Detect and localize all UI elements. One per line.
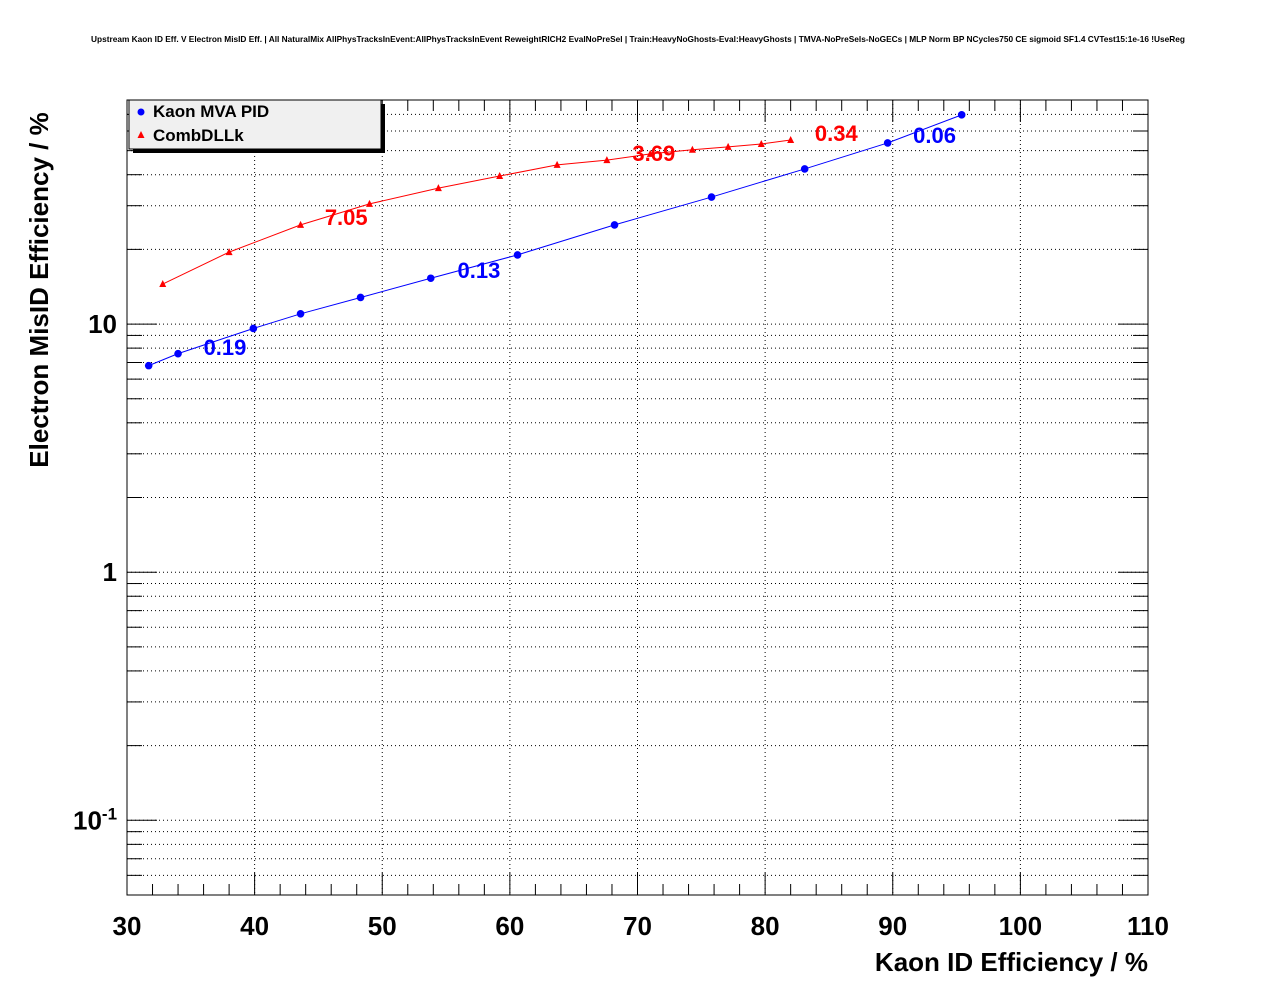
x-axis-title: Kaon ID Efficiency / % — [875, 947, 1148, 977]
cut-value-label: 3.69 — [632, 141, 675, 166]
data-point — [800, 165, 809, 173]
legend-label-kaon-mva-pid: Kaon MVA PID — [153, 102, 269, 121]
data-point — [434, 184, 442, 192]
series-layer: 0.19 0.13 0.06 7.05 3.69 0.34 — [144, 111, 966, 370]
data-point — [707, 193, 716, 201]
grid — [127, 99, 1148, 896]
x-tick-label: 110 — [1127, 911, 1169, 941]
cut-value-label: 7.05 — [325, 205, 368, 230]
x-tick-label: 100 — [999, 911, 1042, 941]
data-point — [159, 280, 167, 288]
data-point — [603, 156, 611, 164]
data-point — [496, 172, 504, 180]
series-line-0 — [148, 114, 962, 367]
x-tick-label: 50 — [368, 911, 397, 941]
data-point — [297, 220, 305, 228]
data-point — [787, 135, 795, 143]
data-point — [426, 274, 435, 283]
data-point — [356, 293, 365, 302]
data-point — [724, 142, 732, 150]
data-point — [957, 111, 966, 119]
x-tick-label: 80 — [751, 911, 780, 941]
data-point — [646, 149, 654, 157]
y-axis-title: Electron MisID Efficiency / % — [24, 112, 54, 467]
data-point — [883, 139, 892, 147]
data-point — [757, 139, 765, 147]
x-tick-label: 30 — [113, 911, 142, 941]
legend: Kaon MVA PID CombDLLk — [128, 99, 385, 153]
x-tick-label: 70 — [623, 911, 652, 941]
data-point — [296, 310, 305, 318]
legend-marker-kaon-mva-pid — [137, 108, 145, 116]
y-tick-label: 10 — [88, 309, 117, 339]
cut-value-label: 0.13 — [458, 258, 501, 283]
y-tick-label: 10-1 — [73, 804, 117, 835]
data-point — [553, 160, 561, 168]
data-point — [174, 349, 182, 358]
y-tick-label: 1 — [103, 557, 117, 587]
axis-ticks: 30 40 50 60 70 80 90 100 110 10 1 10-1 — [73, 99, 1169, 941]
x-tick-label: 40 — [240, 911, 269, 941]
legend-box — [128, 99, 382, 150]
cut-value-label: 0.06 — [913, 123, 956, 148]
data-point — [144, 361, 153, 370]
x-tick-label: 60 — [495, 911, 524, 941]
data-point — [688, 145, 696, 153]
cut-value-label: 0.34 — [815, 121, 859, 146]
x-tick-label: 90 — [878, 911, 907, 941]
cut-value-label: 0.19 — [204, 335, 247, 360]
legend-marker-combdllk — [137, 131, 145, 138]
data-point — [610, 221, 619, 229]
data-point — [225, 248, 233, 256]
chart-title: Upstream Kaon ID Eff. V Electron MisID E… — [91, 34, 1185, 44]
data-point — [249, 324, 258, 333]
legend-label-combdllk: CombDLLk — [153, 126, 244, 145]
data-point — [513, 251, 522, 259]
plot-frame — [126, 99, 1149, 896]
data-point — [365, 199, 373, 207]
